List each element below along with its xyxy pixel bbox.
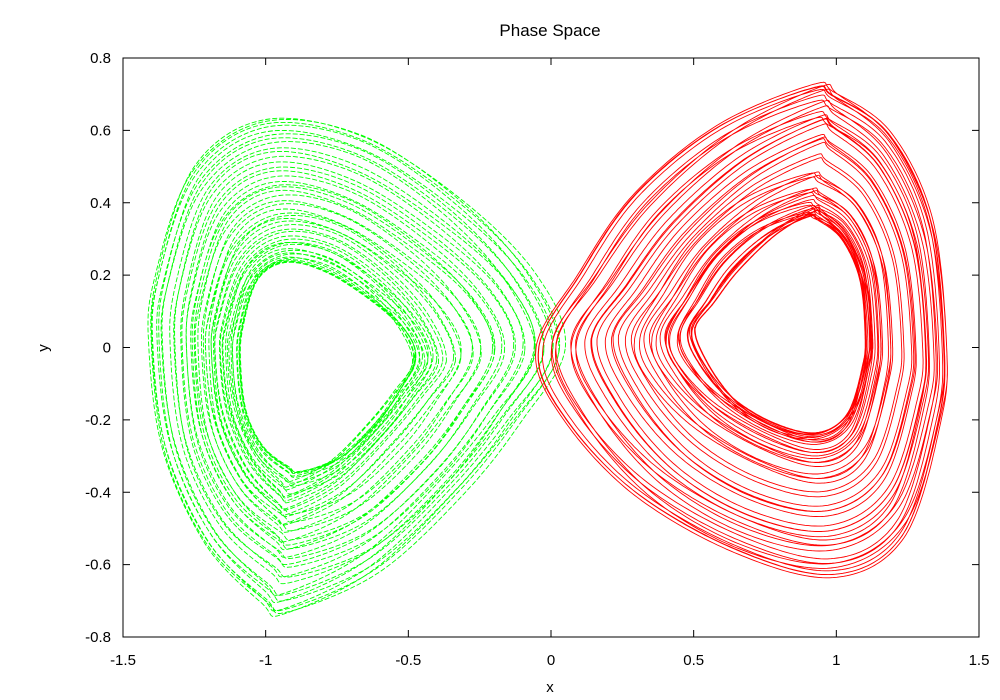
y-tick-label: 0.8 [90, 50, 111, 67]
x-tick-label: 0 [547, 652, 555, 669]
x-axis-label: x [546, 679, 554, 696]
x-tick-label: -1.5 [110, 652, 136, 669]
y-tick-label: -0.8 [85, 629, 111, 646]
series-layer [147, 81, 948, 617]
x-tick-label: 1 [832, 652, 840, 669]
y-axis-label: y [35, 344, 52, 352]
x-tick-label: -1 [259, 652, 272, 669]
y-tick-label: 0.2 [90, 267, 111, 284]
x-tick-label: -0.5 [395, 652, 421, 669]
y-tick-label: 0.4 [90, 195, 111, 212]
y-axis: -0.8 -0.6 -0.4 -0.2 0 0.2 0.4 0.6 0.8 [85, 50, 979, 646]
y-tick-label: -0.6 [85, 557, 111, 574]
green-series-line [147, 117, 566, 617]
x-tick-label: 1.5 [969, 652, 990, 669]
y-tick-label: -0.2 [85, 412, 111, 429]
x-tick-label: 0.5 [683, 652, 704, 669]
y-tick-label: -0.4 [85, 484, 111, 501]
y-tick-label: 0.6 [90, 122, 111, 139]
x-axis: -1.5 -1 -0.5 0 0.5 1 1.5 [110, 58, 989, 669]
chart-title: Phase Space [499, 21, 600, 40]
y-tick-label: 0 [103, 340, 111, 357]
red-series-line [535, 81, 948, 579]
